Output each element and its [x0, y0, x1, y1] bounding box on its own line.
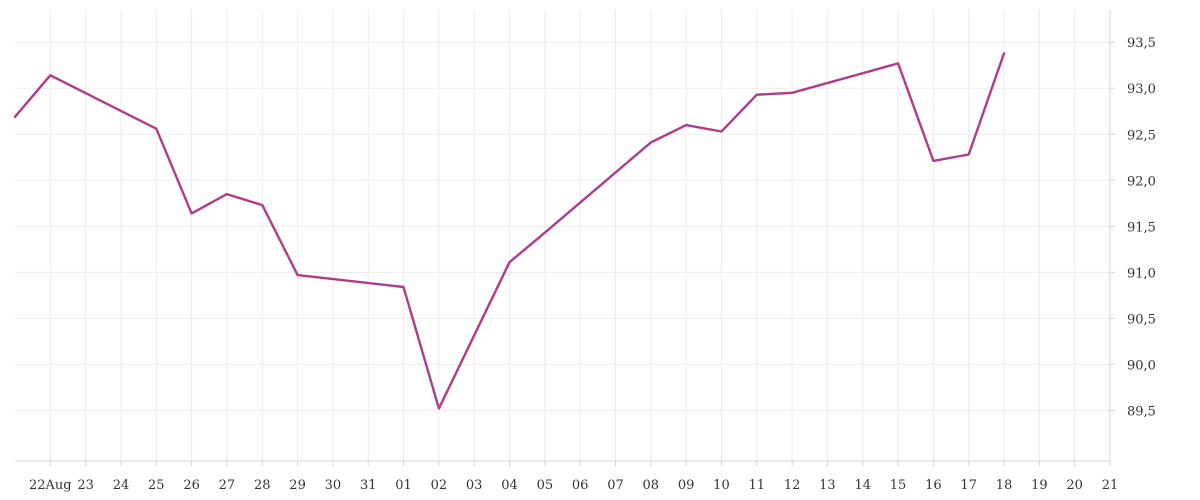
horizontal-grid — [15, 41, 1110, 411]
x-tick-label: 02 — [431, 478, 448, 493]
x-tick-label: 16 — [925, 478, 942, 493]
x-tick-label: 23 — [77, 478, 94, 493]
x-tick-label: 30 — [325, 478, 342, 493]
y-tick-label: 90,0 — [1127, 358, 1156, 373]
x-tick-label: 29 — [289, 478, 306, 493]
x-tick-label: 09 — [678, 478, 695, 493]
y-tick-label: 92,5 — [1127, 128, 1156, 143]
x-tick-label: 19 — [1031, 478, 1048, 493]
y-tick-label: 90,5 — [1127, 312, 1156, 327]
y-tick-label: 93,0 — [1127, 82, 1156, 97]
series-group — [13, 52, 1006, 410]
y-axis-ticks: 89,5 90,0 90,5 91,0 91,5 92,0 92,5 93,0 93,5 — [1110, 36, 1156, 419]
x-tick-label: 13 — [819, 478, 836, 493]
x-tick-label: 27 — [219, 478, 236, 493]
x-tick-label: 05 — [537, 478, 554, 493]
x-tick-label: 03 — [466, 478, 483, 493]
y-tick-label: 91,0 — [1127, 266, 1156, 281]
x-tick-label: 25 — [148, 478, 165, 493]
y-tick-label: 92,0 — [1127, 174, 1156, 189]
y-tick-label: 93,5 — [1127, 36, 1156, 51]
vertical-grid — [49, 10, 1111, 461]
x-tick-label: 12 — [784, 478, 801, 493]
x-tick-label: 18 — [996, 478, 1013, 493]
x-tick-label: 08 — [643, 478, 660, 493]
x-tick-label: 01 — [395, 478, 412, 493]
x-tick-label: 11 — [749, 478, 766, 493]
x-tick-label: 31 — [360, 478, 377, 493]
x-axis-ticks: 22Aug 23 24 25 26 27 28 29 30 31 01 02 03 04 05 06 07 08 0… — [29, 461, 1118, 493]
x-tick-label: 22Aug — [29, 478, 72, 493]
x-tick-label: 15 — [890, 478, 907, 493]
y-tick-label: 91,5 — [1127, 220, 1156, 235]
x-tick-label: 06 — [572, 478, 589, 493]
x-tick-label: 28 — [254, 478, 271, 493]
x-tick-label: 20 — [1066, 478, 1083, 493]
x-tick-label: 14 — [854, 478, 871, 493]
x-tick-label: 10 — [713, 478, 730, 493]
x-tick-label: 17 — [960, 478, 977, 493]
x-tick-label: 21 — [1102, 478, 1119, 493]
y-tick-label: 89,5 — [1127, 404, 1156, 419]
x-tick-label: 07 — [607, 478, 624, 493]
series-line — [13, 52, 1006, 410]
x-tick-label: 26 — [183, 478, 200, 493]
x-tick-label: 24 — [113, 478, 130, 493]
x-tick-label: 04 — [501, 478, 518, 493]
